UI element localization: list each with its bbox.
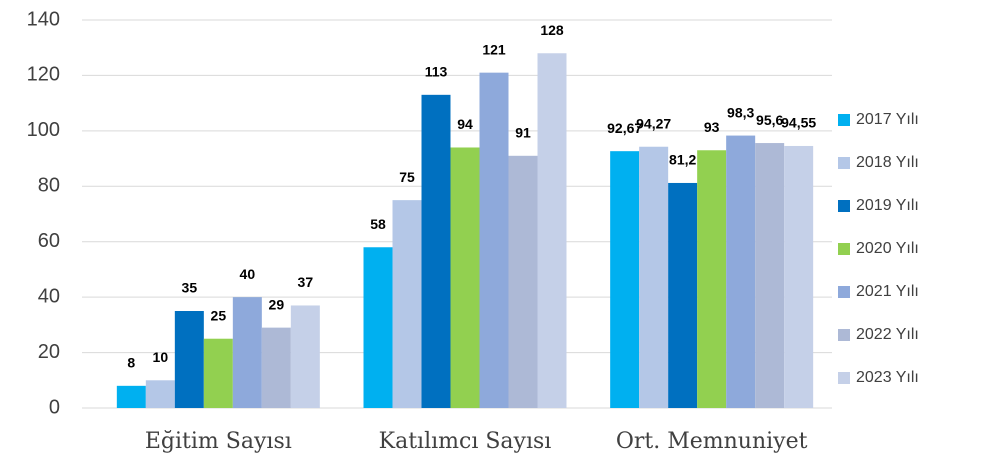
value-label: 128 xyxy=(540,22,564,38)
bar xyxy=(479,72,509,409)
bar xyxy=(755,143,785,408)
y-tick-label: 20 xyxy=(38,341,60,363)
value-label: 94,27 xyxy=(636,115,671,131)
bar xyxy=(450,147,480,408)
value-label: 92,67 xyxy=(607,120,642,136)
y-tick-label: 100 xyxy=(27,119,60,141)
y-tick-label: 140 xyxy=(27,8,60,30)
y-tick-label: 80 xyxy=(38,175,60,197)
value-label: 121 xyxy=(482,41,506,57)
value-label: 40 xyxy=(240,266,256,282)
legend-label: 2023 Yılı xyxy=(856,369,919,386)
legend-swatch xyxy=(838,243,850,255)
value-label: 113 xyxy=(425,64,448,80)
value-label: 91 xyxy=(515,125,531,141)
bar xyxy=(203,338,233,408)
value-label: 37 xyxy=(298,274,314,290)
legend-swatch xyxy=(838,329,850,341)
value-label: 98,3 xyxy=(727,104,754,120)
bar xyxy=(363,247,393,408)
legend-label: 2018 Yılı xyxy=(856,154,919,171)
value-label: 94,55 xyxy=(781,115,816,131)
x-tick-label: Eğitim Sayısı xyxy=(145,429,292,454)
value-label: 75 xyxy=(399,169,415,185)
legend-swatch xyxy=(838,372,850,384)
bar xyxy=(726,135,756,408)
y-tick-label: 60 xyxy=(38,230,60,252)
value-label: 25 xyxy=(211,307,227,323)
legend-label: 2019 Yılı xyxy=(856,197,919,214)
bar xyxy=(421,94,451,408)
legend-label: 2022 Yılı xyxy=(856,326,919,343)
bar xyxy=(784,145,814,408)
x-tick-label: Katılımcı Sayısı xyxy=(379,429,552,454)
legend-label: 2020 Yılı xyxy=(856,240,919,257)
bar xyxy=(392,200,422,408)
y-tick-label: 40 xyxy=(38,285,60,307)
value-label: 8 xyxy=(127,355,135,371)
bar xyxy=(697,150,727,408)
bar xyxy=(668,182,698,408)
bar xyxy=(639,146,669,408)
bar xyxy=(290,305,320,408)
y-tick-label: 0 xyxy=(49,396,60,418)
legend-swatch xyxy=(838,114,850,126)
legend-label: 2021 Yılı xyxy=(856,283,919,300)
bar xyxy=(610,151,640,409)
bar xyxy=(537,53,567,408)
value-label: 10 xyxy=(153,349,169,365)
value-label: 81,2 xyxy=(669,152,696,168)
bar xyxy=(145,380,175,408)
x-tick-label: Ort. Memnuniyet xyxy=(616,429,808,454)
bar xyxy=(261,327,291,408)
legend-swatch xyxy=(838,157,850,169)
value-label: 93 xyxy=(704,119,720,135)
value-label: 95,6 xyxy=(756,112,783,128)
value-label: 35 xyxy=(182,280,198,296)
bar xyxy=(174,311,204,408)
legend-swatch xyxy=(838,286,850,298)
bar xyxy=(116,385,146,408)
bar xyxy=(508,155,538,408)
value-label: 94 xyxy=(457,116,473,132)
value-label: 58 xyxy=(370,216,386,232)
value-label: 29 xyxy=(269,296,285,312)
bar xyxy=(232,297,262,408)
legend-swatch xyxy=(838,200,850,212)
legend-label: 2017 Yılı xyxy=(856,111,919,128)
y-tick-label: 120 xyxy=(27,64,60,86)
